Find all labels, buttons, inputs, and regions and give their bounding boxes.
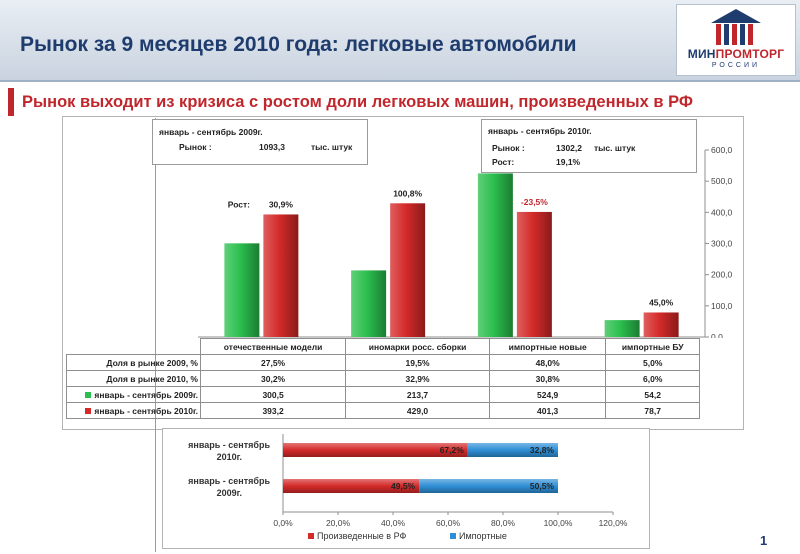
info-2010-growth-value: 19,1% [556, 157, 581, 167]
bar-2010-3 [643, 312, 679, 337]
table-cell: 524,9 [488, 386, 607, 403]
market-data-table: отечественные модели иномарки росс. сбор… [66, 338, 700, 419]
table-cell: 429,0 [345, 402, 490, 419]
y-tick-label: 500,0 [711, 176, 733, 186]
x-tick-label: 0,0% [273, 518, 293, 528]
bar-2010-2 [516, 211, 552, 337]
y-tick-label: 200,0 [711, 270, 733, 280]
table-cell: 6,0% [605, 370, 700, 387]
x-tick-label: 60,0% [436, 518, 461, 528]
share-bar-import-0 [467, 443, 558, 457]
table-cell: 54,2 [605, 386, 700, 403]
market-volume-chart: 0,0 100,0 200,0 300,0 400,0 500,0 600,0 30,9% 10… [198, 145, 733, 338]
row-label: январь - сентябрь 2009г. [66, 386, 201, 403]
bar-2009-0 [224, 243, 260, 337]
table-cell: 30,2% [199, 370, 347, 387]
legend-swatch-green [85, 392, 92, 399]
y-tick-label: 100,0 [711, 301, 733, 311]
info-box-2009: январь - сентябрь 2009г. Рынок : 1093,3 … [152, 119, 368, 165]
info-2010-growth-label: Рост: [492, 157, 515, 167]
growth-label: -23,5% [521, 197, 548, 207]
table-row: январь - сентябрь 2010г. 393,2 429,0 401… [66, 402, 700, 419]
bar-2010-0 [263, 214, 299, 337]
category-label: иномарки росс. сборки [345, 338, 490, 355]
category-label: 2009г. [217, 488, 242, 498]
table-cell: 300,5 [199, 386, 347, 403]
bar-2010-1 [390, 203, 426, 337]
y-tick-label: 600,0 [711, 145, 733, 155]
minpromtorg-logo: МИНПРОМТОРГ РОССИИ [676, 4, 796, 76]
table-cell: 27,5% [199, 354, 347, 371]
y-tick-label: 300,0 [711, 239, 733, 249]
bar-2009-3 [604, 320, 640, 337]
legend-label: Импортные [459, 531, 507, 541]
bar-2009-2 [477, 173, 513, 337]
table-row: Доля в рынке 2010, % 30,2% 32,9% 30,8% 6… [66, 370, 700, 387]
table-cell: 401,3 [488, 402, 607, 419]
x-tick-label: 40,0% [381, 518, 406, 528]
info-2010-market-value: 1302,2 [556, 143, 582, 153]
bar-2009-1 [351, 270, 387, 337]
table-cell: 48,0% [488, 354, 607, 371]
table-header-row: отечественные модели иномарки росс. сбор… [67, 338, 700, 355]
legend-swatch [308, 533, 314, 539]
table-cell: 5,0% [605, 354, 700, 371]
legend-label: Произведенные в РФ [317, 531, 406, 541]
table-cell: 78,7 [605, 402, 700, 419]
page-title: Рынок за 9 месяцев 2010 года: легковые а… [20, 33, 577, 56]
x-tick-label: 100,0% [544, 518, 573, 528]
data-label: 67,2% [440, 445, 465, 455]
category-label: импортные БУ [605, 338, 700, 355]
share-bar-import-1 [419, 479, 558, 493]
x-tick-label: 120,0% [599, 518, 628, 528]
legend-swatch [450, 533, 456, 539]
divider-line [155, 118, 156, 552]
info-2009-period: январь - сентябрь 2009г. [159, 127, 263, 137]
row-label: январь - сентябрь 2010г. [66, 402, 201, 419]
info-2010-unit: тыс. штук [594, 143, 636, 153]
table-row: Доля в рынке 2009, % 27,5% 19,5% 48,0% 5… [66, 354, 700, 371]
category-label: 2010г. [217, 452, 242, 462]
info-2010-market-label: Рынок : [492, 143, 525, 153]
data-label: 49,5% [391, 481, 416, 491]
table-cell: 19,5% [345, 354, 490, 371]
share-bar-domestic-1 [283, 479, 420, 493]
accent-rule [8, 88, 14, 116]
growth-label: 30,9% [269, 199, 294, 209]
x-tick-label: 80,0% [491, 518, 516, 528]
header-bar: Рынок за 9 месяцев 2010 года: легковые а… [0, 0, 800, 82]
legend-swatch-red [85, 408, 92, 415]
category-label: отечественные модели [199, 338, 347, 355]
share-bar-domestic-0 [283, 443, 468, 457]
share-chart: 0,0% 20,0% 40,0% 60,0% 80,0% 100,0% 120,0% янва… [188, 434, 628, 541]
slide-subtitle: Рынок выходит из кризиса с ростом доли л… [22, 93, 693, 111]
table-row: январь - сентябрь 2009г. 300,5 213,7 524… [66, 386, 700, 403]
info-box-2010: январь - сентябрь 2010г. Рынок : 1302,2 … [481, 119, 697, 173]
logo-emblem-icon [711, 9, 761, 45]
info-2009-unit: тыс. штук [311, 142, 353, 152]
info-2009-market-label: Рынок : [179, 142, 212, 152]
logo-subtitle: РОССИИ [711, 62, 761, 69]
y-tick-label: 400,0 [711, 207, 733, 217]
row-label: Доля в рынке 2009, % [66, 354, 201, 371]
category-label: январь - сентябрь [188, 476, 270, 486]
info-2010-period: январь - сентябрь 2010г. [488, 126, 592, 136]
category-label: импортные новые [488, 338, 607, 355]
table-cell: 213,7 [345, 386, 490, 403]
growth-label: 100,8% [393, 188, 422, 198]
table-cell: 30,8% [488, 370, 607, 387]
row-label: Доля в рынке 2010, % [66, 370, 201, 387]
logo-name: МИНПРОМТОРГ [687, 47, 785, 61]
data-label: 50,5% [530, 481, 555, 491]
table-cell: 393,2 [199, 402, 347, 419]
table-cell: 32,9% [345, 370, 490, 387]
x-tick-label: 20,0% [326, 518, 351, 528]
page-number: 1 [760, 533, 768, 548]
growth-label: 45,0% [649, 297, 674, 307]
info-2009-market-value: 1093,3 [259, 142, 285, 152]
category-label: январь - сентябрь [188, 440, 270, 450]
y-tick-label: 0,0 [711, 332, 723, 338]
growth-caption: Рост: [228, 199, 250, 209]
data-label: 32,8% [530, 445, 555, 455]
